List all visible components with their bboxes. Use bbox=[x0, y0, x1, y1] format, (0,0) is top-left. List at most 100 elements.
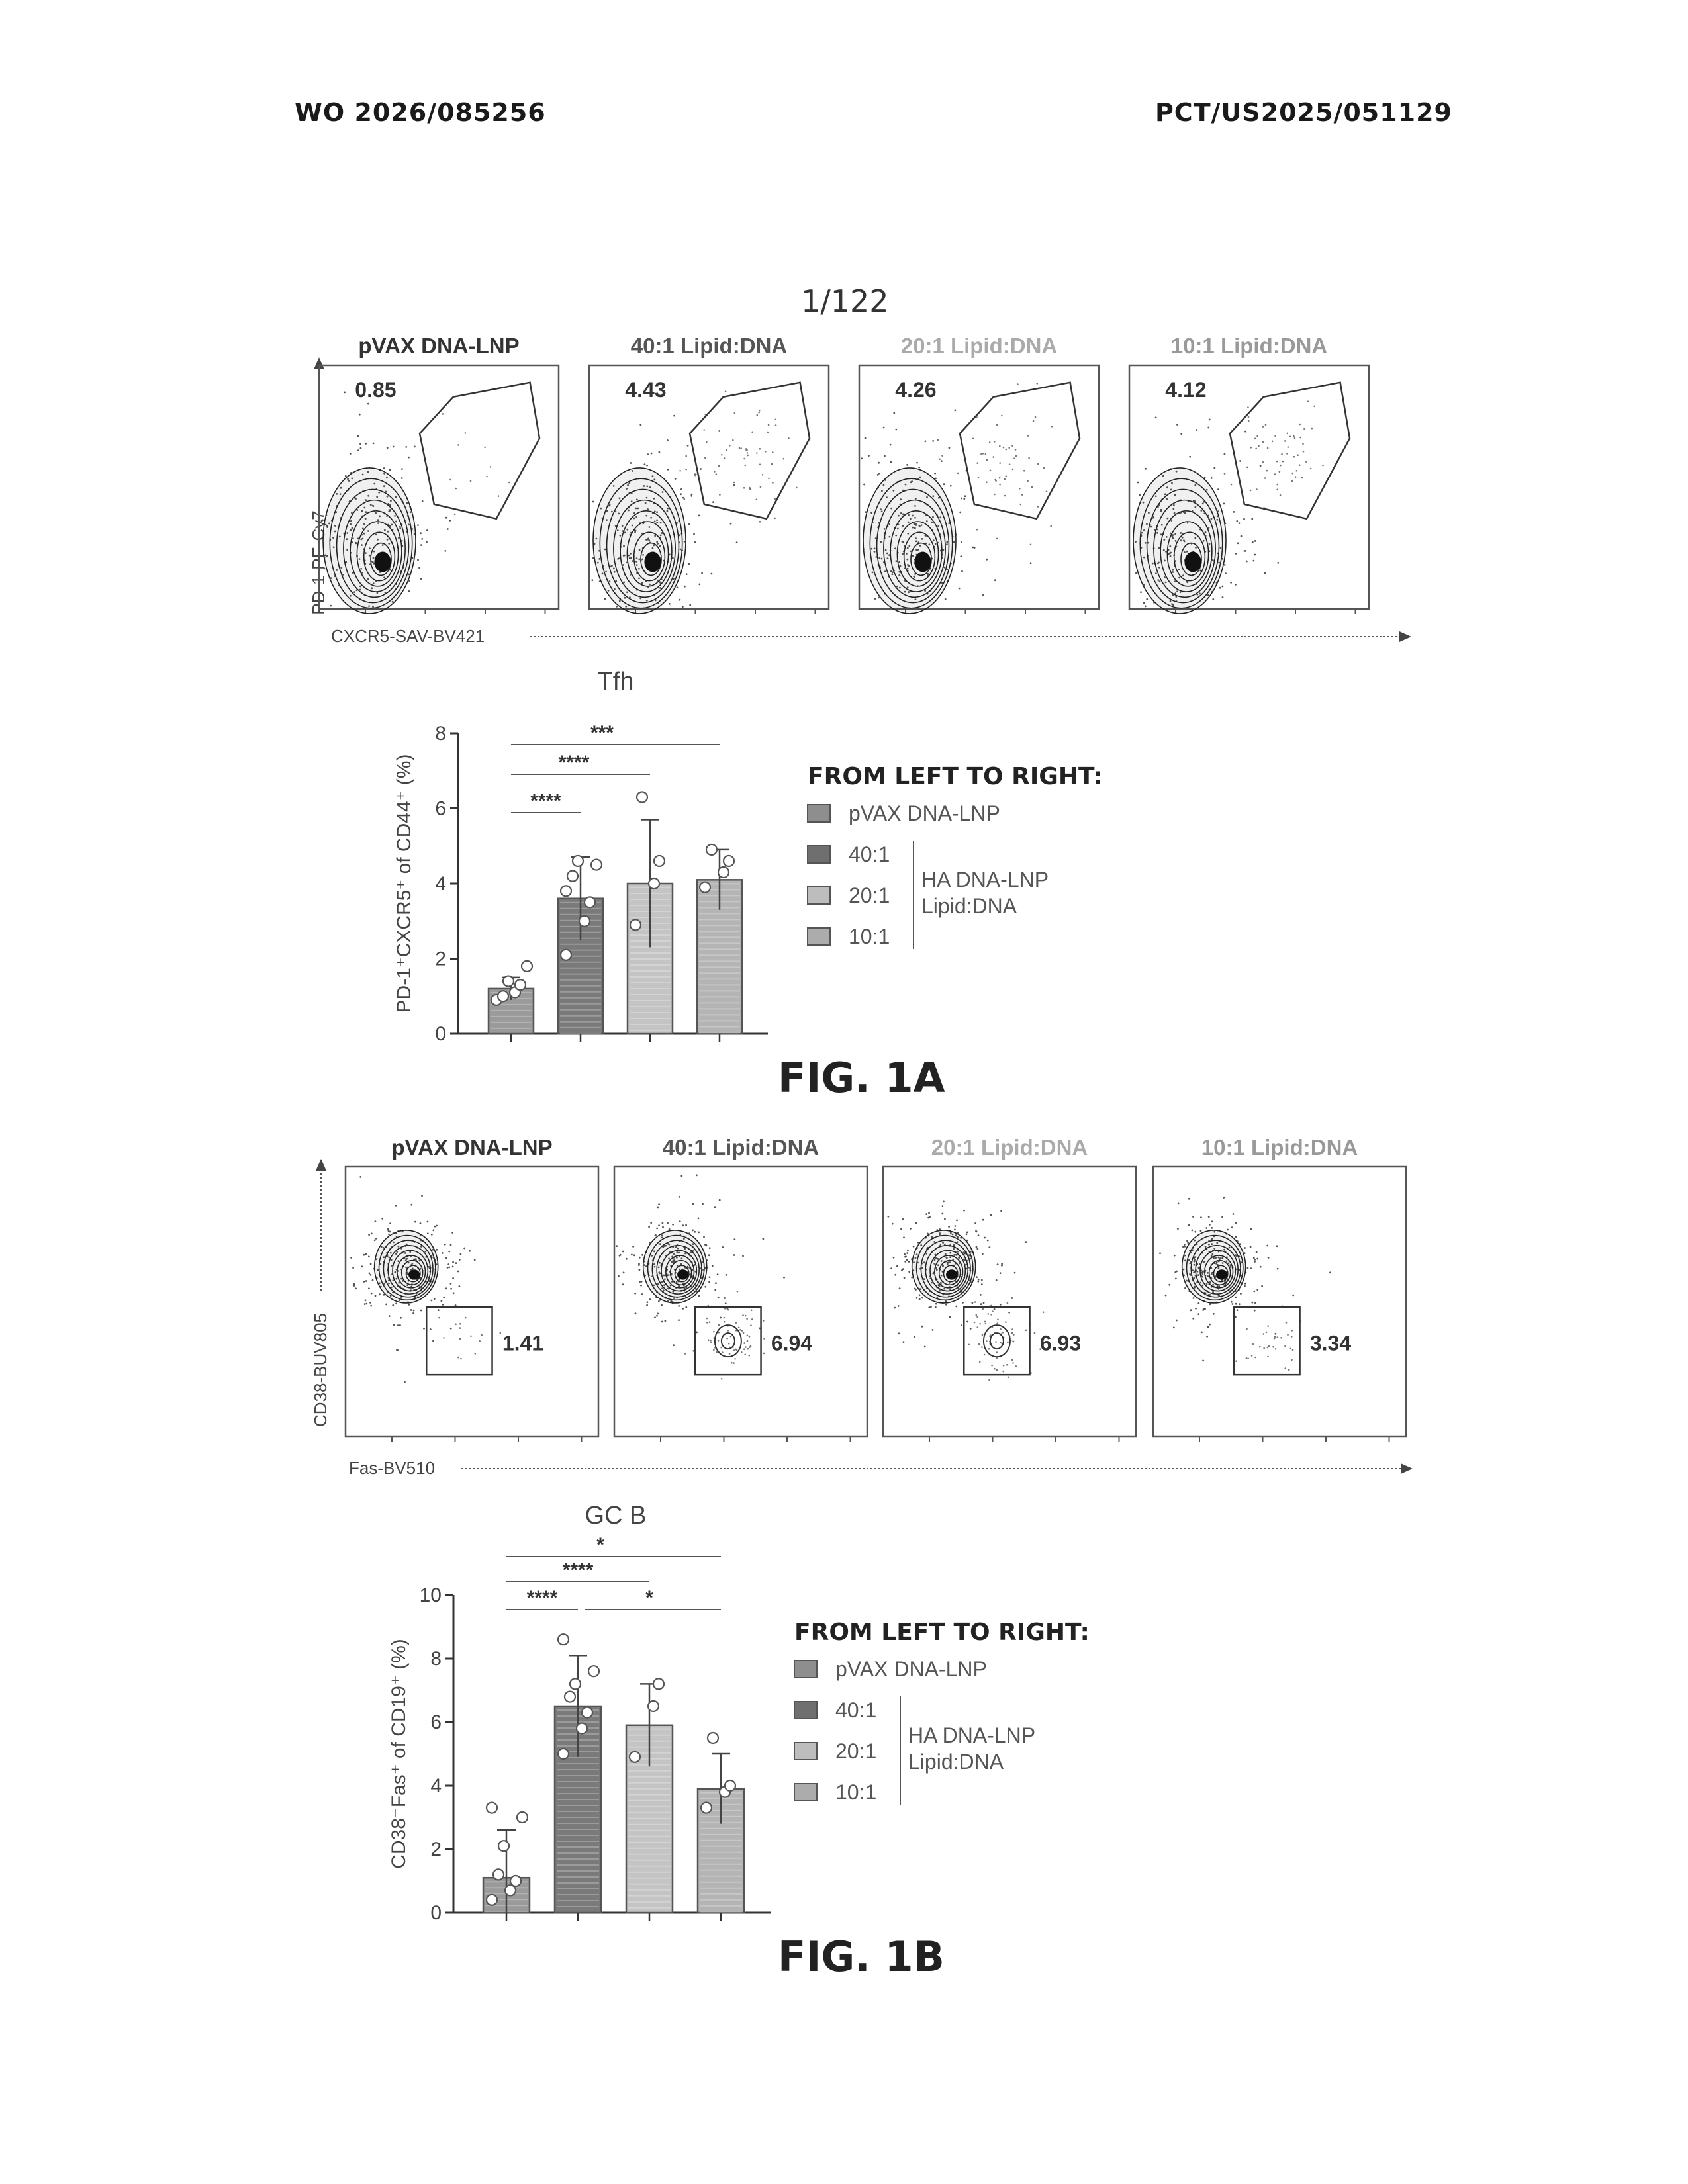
fig1a-flow-gated-dot bbox=[994, 493, 996, 496]
fig1a-flow-gated-dot bbox=[1014, 449, 1017, 451]
fig1b-flow-event-dot bbox=[698, 1295, 700, 1297]
fig1b-flow-contour bbox=[1213, 1265, 1229, 1283]
fig1b-flow-event-dot bbox=[914, 1336, 915, 1338]
fig1a-flow-event-dot bbox=[895, 534, 898, 537]
fig1b-flow-event-dot bbox=[941, 1205, 944, 1207]
fig1a-flow-event-dot bbox=[375, 533, 377, 536]
fig1b-flow-event-dot bbox=[443, 1296, 445, 1298]
fig1a-flow-event-dot bbox=[1208, 418, 1211, 421]
fig1a-flow-event-dot bbox=[1194, 506, 1197, 508]
fig1b-flow-event-dot bbox=[703, 1236, 705, 1238]
fig1b-flow-event-dot bbox=[392, 1279, 395, 1281]
fig1b-flow-event-dot bbox=[1216, 1285, 1219, 1287]
fig1a-flow-event-dot bbox=[888, 535, 891, 538]
fig1a-flow-event-dot bbox=[1182, 574, 1184, 577]
fig1b-flow-gated-dot bbox=[995, 1341, 997, 1343]
fig1a-flow-contour bbox=[890, 510, 943, 592]
fig1a-flow-event-dot bbox=[377, 522, 379, 524]
fig1a-flow-event-dot bbox=[891, 573, 894, 576]
fig1b-flow-gated-dot bbox=[748, 1355, 750, 1357]
fig1b-flow-event-dot bbox=[949, 1261, 951, 1263]
fig1a-flow-event-dot bbox=[1176, 590, 1178, 592]
fig1b-flow-event-dot bbox=[906, 1259, 908, 1261]
fig1a-flow-event-dot bbox=[880, 510, 883, 513]
fig1a-flow-gated-dot bbox=[1286, 432, 1289, 435]
fig1b-flow-event-dot bbox=[1202, 1270, 1204, 1272]
fig1a-flow-event-dot bbox=[906, 547, 909, 549]
fig1a-flow-event-dot bbox=[917, 549, 919, 551]
fig1a-flow-gated-dot bbox=[1293, 435, 1295, 437]
fig1b-flow-gated-dot bbox=[465, 1316, 467, 1319]
fig1b-flow-event-dot bbox=[1194, 1285, 1196, 1288]
fig1a-legend-group-label: Lipid:DNA bbox=[921, 894, 1017, 918]
fig1a-flow-gated-dot bbox=[744, 464, 747, 467]
fig1b-flow-event-dot bbox=[722, 1246, 724, 1248]
fig1b-flow-event-dot bbox=[632, 1246, 634, 1248]
fig1a-flow-event-dot bbox=[376, 496, 379, 498]
fig1b-flow-event-dot bbox=[684, 1252, 686, 1255]
fig1a-data-point bbox=[717, 866, 730, 879]
fig1b-flow-gated-dot bbox=[973, 1321, 976, 1324]
fig1a-flow-event-dot bbox=[902, 553, 904, 555]
fig1b-flow-event-dot bbox=[708, 1281, 710, 1283]
fig1b-flow-gate bbox=[425, 1306, 493, 1376]
fig1b-flow-event-dot bbox=[964, 1252, 966, 1255]
fig1b-flow-event-dot bbox=[452, 1277, 454, 1279]
fig1b-y-tick-label: 0 bbox=[430, 1902, 442, 1924]
fig1b-flow-event-dot bbox=[640, 1284, 642, 1287]
fig1a-flow-event-dot bbox=[921, 538, 923, 540]
fig1a-flow-event-dot bbox=[1145, 467, 1147, 470]
fig1a-flow-event-dot bbox=[690, 494, 693, 497]
fig1a-flow-event-dot bbox=[688, 563, 690, 565]
fig1b-flow-event-dot bbox=[363, 1253, 365, 1256]
fig1b-flow-event-dot bbox=[1192, 1216, 1194, 1218]
fig1a-flow-gated-dot bbox=[1247, 416, 1250, 418]
fig1a-flow-gated-dot bbox=[1034, 416, 1037, 418]
fig1a-flow-panel-frame bbox=[1128, 364, 1370, 610]
fig1b-flow-gated-dot bbox=[1245, 1357, 1248, 1359]
fig1b-flow-event-dot bbox=[1231, 1303, 1234, 1305]
fig1a-flow-gated-dot bbox=[976, 528, 978, 531]
fig1b-flow-event-dot bbox=[931, 1329, 934, 1331]
fig1b-flow-event-dot bbox=[1194, 1259, 1196, 1261]
fig1a-flow-event-dot bbox=[363, 532, 365, 535]
fig1a-flow-event-dot bbox=[1172, 537, 1174, 539]
fig1a-flow-event-dot bbox=[890, 507, 893, 510]
fig1b-flow-event-dot bbox=[388, 1315, 391, 1317]
fig1b-flow-event-dot bbox=[902, 1341, 905, 1343]
fig1b-flow-event-dot bbox=[935, 1257, 937, 1259]
fig1b-flow-event-dot bbox=[724, 1297, 726, 1299]
fig1a-data-point bbox=[566, 870, 579, 882]
fig1b-flow-event-dot bbox=[390, 1286, 393, 1289]
fig1a-flow-gated-dot bbox=[1278, 471, 1281, 473]
fig1b-flow-event-dot bbox=[934, 1306, 937, 1308]
fig1a-flow-event-dot bbox=[1163, 539, 1166, 541]
fig1a-flow-event-dot bbox=[698, 514, 700, 517]
fig1a-flow-event-dot bbox=[895, 560, 898, 563]
fig1b-flow-event-dot bbox=[1236, 1268, 1238, 1271]
fig1b-flow-event-dot bbox=[653, 1284, 655, 1287]
fig1b-flow-event-dot bbox=[953, 1244, 955, 1246]
fig1b-flow-contour bbox=[383, 1240, 434, 1298]
fig1a-flow-event-dot bbox=[631, 524, 633, 527]
fig1b-flow-gated-dot bbox=[1259, 1345, 1261, 1348]
fig1a-flow-gated-dot bbox=[986, 459, 988, 461]
fig1b-flow-event-dot bbox=[655, 1234, 657, 1236]
fig1b-flow-event-dot bbox=[935, 1269, 938, 1271]
fig1a-flow-event-dot bbox=[653, 510, 656, 513]
fig1a-flow-event-dot bbox=[659, 522, 662, 524]
fig1a-flow-event-dot bbox=[909, 518, 912, 520]
fig1a-flow-event-dot bbox=[939, 516, 942, 519]
fig1a-flow-event-dot bbox=[878, 473, 880, 475]
fig1a-flow-event-dot bbox=[972, 546, 974, 549]
fig1b-flow-gated-dot bbox=[459, 1338, 461, 1340]
fig1b-flow-gated-dot bbox=[706, 1322, 708, 1324]
fig1b-flow-event-dot bbox=[969, 1257, 971, 1260]
fig1b-flow-event-dot bbox=[645, 1265, 647, 1267]
fig1a-flow-contour bbox=[370, 542, 392, 576]
fig1a-flow-event-dot bbox=[646, 485, 649, 488]
fig1a-significance-label: *** bbox=[590, 722, 614, 744]
fig1a-flow-event-dot bbox=[381, 544, 384, 546]
